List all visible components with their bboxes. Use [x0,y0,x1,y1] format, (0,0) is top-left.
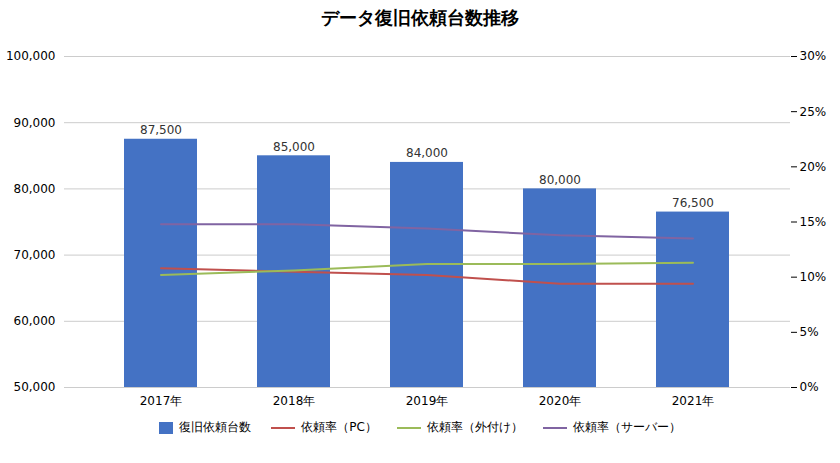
svg-text:76,500: 76,500 [672,196,714,210]
svg-text:87,500: 87,500 [140,123,182,137]
svg-text:25%: 25% [800,105,827,119]
svg-text:2021年: 2021年 [672,394,715,408]
svg-text:5%: 5% [800,325,819,339]
html-text:依頼率（PC）: 依頼率（PC） [301,420,377,434]
html-text:依頼率（外付け）: 依頼率（外付け） [426,420,523,434]
svg-text:10%: 10% [800,270,827,284]
svg-text:0%: 0% [800,380,819,394]
svg-text:2020年: 2020年 [539,394,582,408]
svg-text:85,000: 85,000 [273,140,315,154]
svg-text:2017年: 2017年 [140,394,183,408]
html-text:データ復旧依頼台数推移: データ復旧依頼台数推移 [321,7,519,28]
svg-text:100,000: 100,000 [6,49,56,63]
svg-text:2019年: 2019年 [406,394,449,408]
svg-text:2018年: 2018年 [273,394,316,408]
svg-text:80,000: 80,000 [14,182,56,196]
svg-text:50,000: 50,000 [14,380,56,394]
svg-text:20%: 20% [800,160,827,174]
html-text:復旧依頼台数: 復旧依頼台数 [179,420,252,434]
svg-text:60,000: 60,000 [14,314,56,328]
svg-text:15%: 15% [800,215,827,229]
svg-text:30%: 30% [800,49,827,63]
svg-text:80,000: 80,000 [539,173,581,187]
svg-text:90,000: 90,000 [14,116,56,130]
html-text:依頼率（サーバー）: 依頼率（サーバー） [572,420,681,434]
svg-text:84,000: 84,000 [406,146,448,160]
svg-text:70,000: 70,000 [14,248,56,262]
